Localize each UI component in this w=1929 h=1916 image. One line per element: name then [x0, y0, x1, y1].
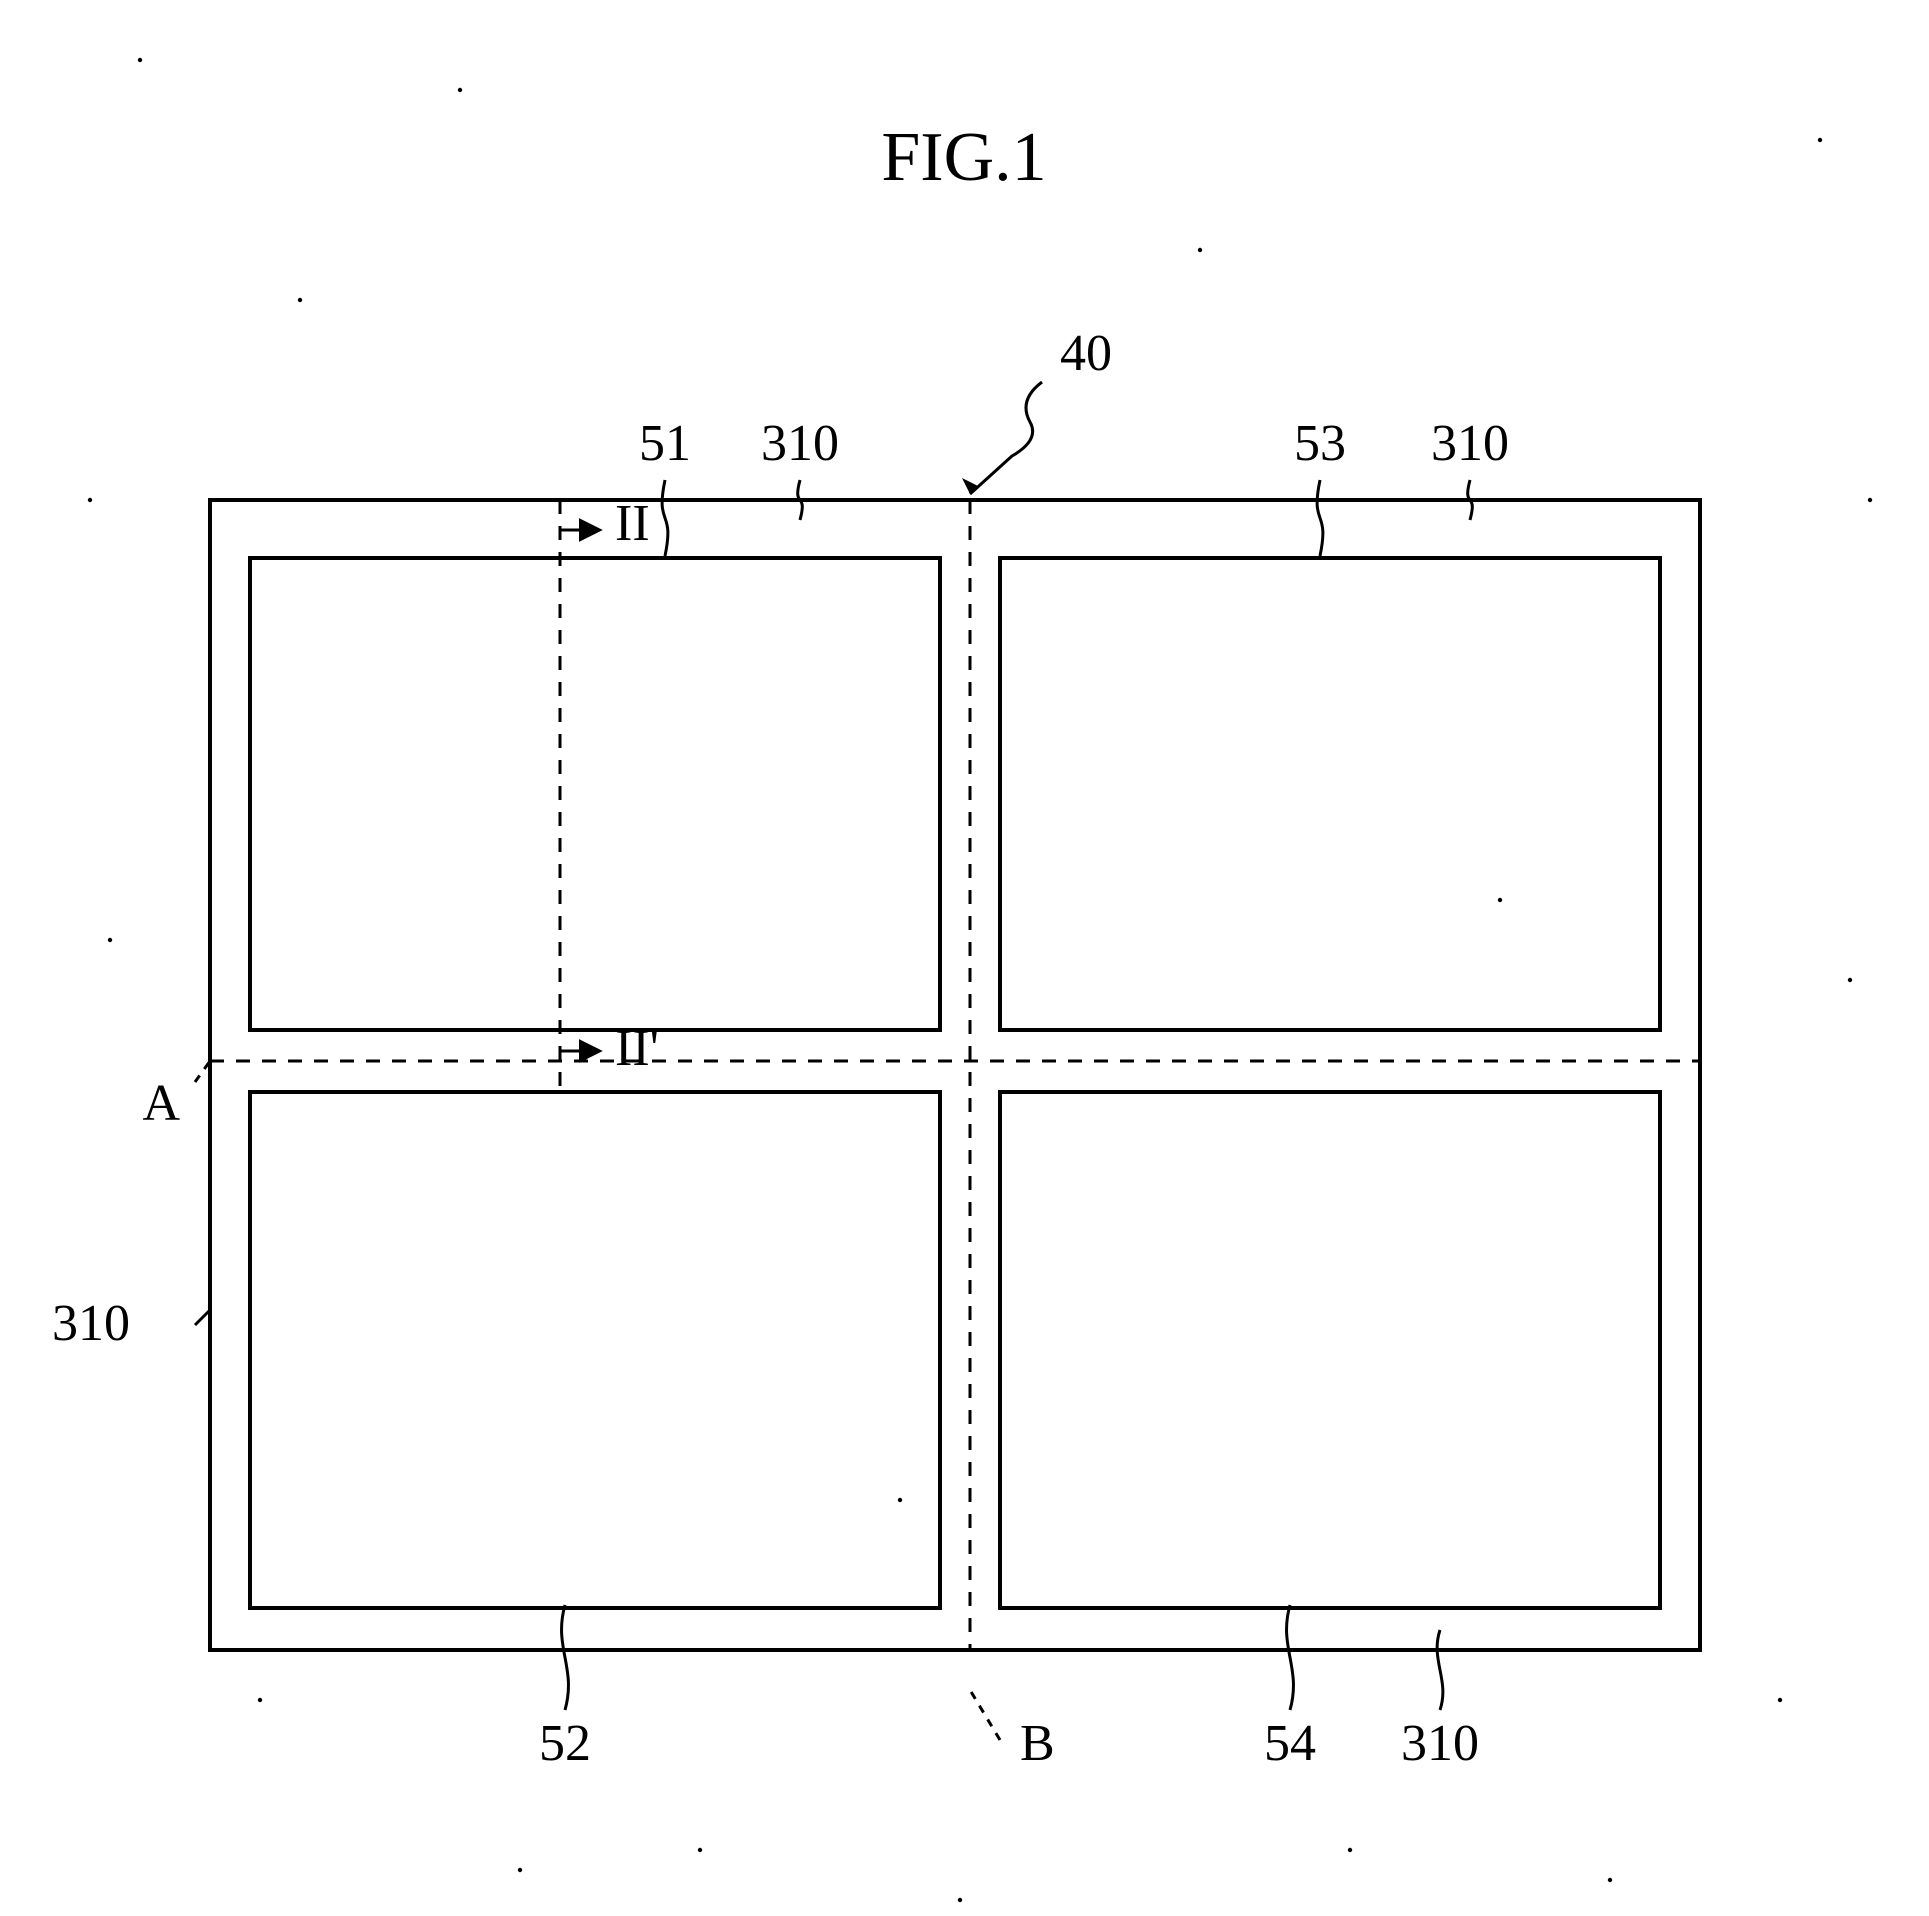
- label-n310_br: 310: [1401, 1715, 1479, 1772]
- label-n53: 53: [1294, 415, 1346, 472]
- label-n310_tr: 310: [1431, 415, 1509, 472]
- label-A: A: [142, 1075, 180, 1132]
- figure-svg: FIG.1 40 51 310 53 310 II II' A 310 52 B 54 310: [0, 0, 1929, 1916]
- figure-annotations: 40 51 310 53 310 II II' A 310 52 B 54 310: [52, 58, 1872, 1902]
- label-n310_tl: 310: [761, 415, 839, 472]
- label-n54: 54: [1264, 1715, 1316, 1772]
- label-n51: 51: [639, 415, 691, 472]
- figure-geometry: [210, 382, 1700, 1650]
- label-n40: 40: [1060, 325, 1112, 382]
- label-n52: 52: [539, 1715, 591, 1772]
- label-sec_IIp: II': [615, 1020, 659, 1077]
- label-sec_II: II: [615, 495, 650, 552]
- figure-title: FIG.1: [881, 119, 1046, 196]
- label-n310_left: 310: [52, 1295, 130, 1352]
- label-B: B: [1020, 1715, 1055, 1772]
